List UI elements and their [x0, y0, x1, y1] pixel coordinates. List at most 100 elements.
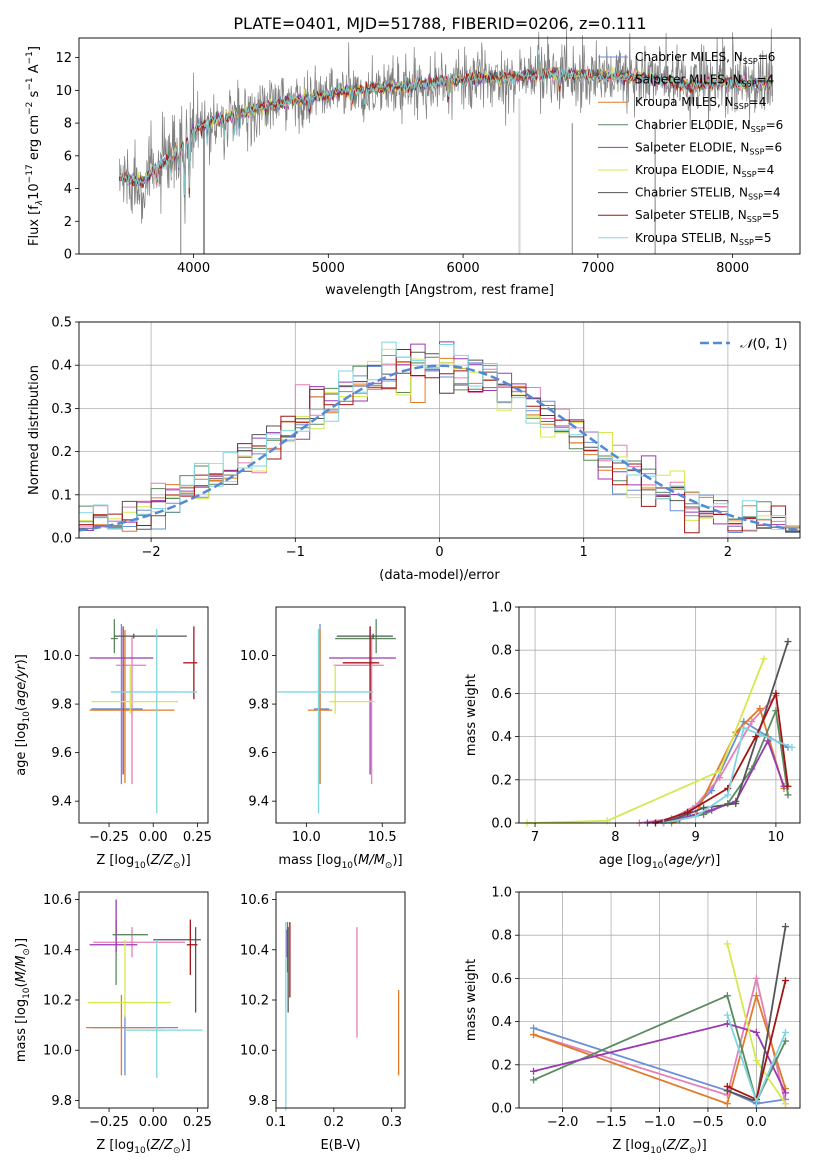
y-tick-label: 9.6 [248, 746, 269, 761]
errorbar-salpeter-elodie [89, 899, 138, 953]
y-tick-label: 10.6 [240, 893, 269, 908]
figure-title: PLATE=0401, MJD=51788, FIBERID=0206, z=0… [233, 14, 646, 33]
weight-line [663, 726, 793, 824]
weight-line [655, 690, 789, 824]
x-tick-label: −1.5 [595, 1115, 627, 1130]
x-tick-label: −0.25 [89, 1115, 129, 1130]
weight-series-kroupa-elodie [723, 940, 789, 1108]
x-tick-label: 7000 [581, 261, 614, 276]
y-axis-label: age [log10(age/yr)] [14, 654, 32, 776]
plot-area [78, 341, 801, 538]
errorbar-salpeter-stelib [342, 626, 380, 700]
errorbar-chabrier-miles [313, 623, 330, 785]
y-tick-label: 0.6 [491, 687, 512, 702]
plot-area [285, 922, 400, 1111]
x-tick-label: 1 [580, 545, 588, 560]
x-tick-label: −2.0 [547, 1115, 579, 1130]
y-tick-label: 0.2 [491, 773, 512, 788]
plot-area [86, 899, 203, 1078]
x-tick-label: −1.0 [644, 1115, 676, 1130]
y-tick-label: 0 [64, 248, 72, 263]
x-tick-label: 6000 [447, 261, 480, 276]
axes-frame [275, 891, 406, 1109]
y-tick-label: 0.5 [51, 316, 72, 331]
x-tick-label: −0.5 [692, 1115, 724, 1130]
x-tick-label: −2 [142, 545, 161, 560]
axes-frame [78, 37, 801, 255]
y-tick-label: 0.8 [491, 929, 512, 944]
weight-series-kroupa-elodie [523, 655, 768, 827]
y-tick-label: 0.4 [51, 359, 72, 374]
x-tick-label: 8 [611, 830, 619, 845]
panel-spectrum: 4000 5000 6000 7000 8000 0 2 4 6 8 10 12 Chabrier MI… [25, 26, 801, 298]
y-tick-label: 10.4 [240, 943, 269, 958]
x-tick-label: −0.25 [89, 830, 129, 845]
errorbar-salpeter-elodie [329, 626, 396, 775]
y-axis-label: Normed distribution [27, 365, 42, 495]
x-tick-label: 5000 [312, 261, 345, 276]
y-tick-label: 0.2 [491, 1058, 512, 1073]
legend-label-salpeter-stelib: Salpeter STELIB, NSSP=5 [635, 208, 779, 224]
legend-label-salpeter-miles: Salpeter MILES, NSSP=4 [635, 73, 774, 89]
y-tick-label: 1.0 [491, 601, 512, 616]
y-tick-label: 6 [64, 149, 72, 164]
x-tick-label: 10.5 [368, 830, 397, 845]
x-tick-label: 8000 [716, 261, 749, 276]
weight-series-chabrier-miles [660, 717, 792, 827]
y-tick-label: 9.4 [51, 795, 72, 810]
x-tick-label: 0.3 [381, 1115, 402, 1130]
plot-area [523, 638, 796, 827]
errorbar-kroupa-elodie [329, 665, 375, 714]
errorbar-salpeter-miles [333, 636, 384, 785]
axes-frame [275, 606, 406, 824]
x-axis-label: mass [log10(M/M⊙)] [278, 853, 402, 871]
errorbar-salpeter-stelib [183, 626, 198, 700]
errorbar-chabrier-elodie [112, 919, 148, 985]
y-tick-label: 10.4 [43, 943, 72, 958]
errorbar-chabrier-stelib [153, 927, 201, 1013]
y-axis-label: Flux [fλ10−17 erg cm−2 s−1 A−1] [25, 46, 45, 246]
y-tick-label: 9.8 [248, 698, 269, 713]
y-tick-label: 10.0 [43, 649, 72, 664]
y-tick-label: 0.4 [491, 730, 512, 745]
y-axis-label: mass weight [464, 959, 479, 1041]
plot-area [118, 26, 774, 254]
y-tick-label: 0.0 [51, 532, 72, 547]
errorbar-kroupa-elodie [87, 939, 171, 1018]
x-axis-label: wavelength [Angstrom, rest frame] [325, 283, 554, 298]
y-tick-label: 0.0 [491, 1102, 512, 1117]
legend-label-kroupa-elodie: Kroupa ELODIE, NSSP=4 [635, 163, 774, 179]
y-tick-label: 10.6 [43, 893, 72, 908]
x-tick-label: −1 [286, 545, 305, 560]
x-axis-label: Z [log10(Z/Z⊙)] [96, 853, 190, 871]
weight-series-salpeter-elodie [530, 1020, 789, 1097]
legend-label-chabrier-elodie: Chabrier ELODIE, NSSP=6 [635, 118, 783, 134]
x-axis-label: (data-model)/error [379, 568, 500, 583]
y-tick-label: 9.4 [248, 795, 269, 810]
x-tick-label: 0.2 [324, 1115, 345, 1130]
y-tick-label: 1.0 [491, 886, 512, 901]
errorbar-kroupa-stelib [124, 939, 203, 1078]
legend-label-kroupa-miles: Kroupa MILES, NSSP=4 [635, 95, 766, 111]
x-tick-label: 10 [768, 830, 785, 845]
plot-area [277, 619, 396, 814]
x-tick-label: 0.25 [183, 830, 212, 845]
errorbar-salpeter-elodie [89, 626, 154, 775]
weight-line [533, 994, 787, 1105]
panel-mass_vs_Z: −0.25 0.00 0.25 9.8 10.0 10.2 10.4 10.6 Z [log10… [14, 891, 212, 1156]
legend-label-chabrier-stelib: Chabrier STELIB, NSSP=4 [635, 186, 781, 202]
spectrum-masked-region [518, 98, 521, 254]
y-tick-label: 9.6 [51, 746, 72, 761]
x-tick-label: 2 [724, 545, 732, 560]
x-tick-label: 0 [435, 545, 443, 560]
x-tick-label: 0.0 [746, 1115, 767, 1130]
axes-frame [518, 891, 801, 1109]
axes-frame [78, 891, 209, 1109]
x-tick-label: 0.00 [139, 830, 168, 845]
y-tick-label: 8 [64, 117, 72, 132]
errorbar-chabrier-stelib [114, 633, 187, 639]
x-tick-label: 10.0 [292, 830, 321, 845]
spectrum-legend: Chabrier MILES, NSSP=6 Salpeter MILES, NS… [598, 50, 783, 247]
y-tick-label: 9.8 [248, 1094, 269, 1109]
